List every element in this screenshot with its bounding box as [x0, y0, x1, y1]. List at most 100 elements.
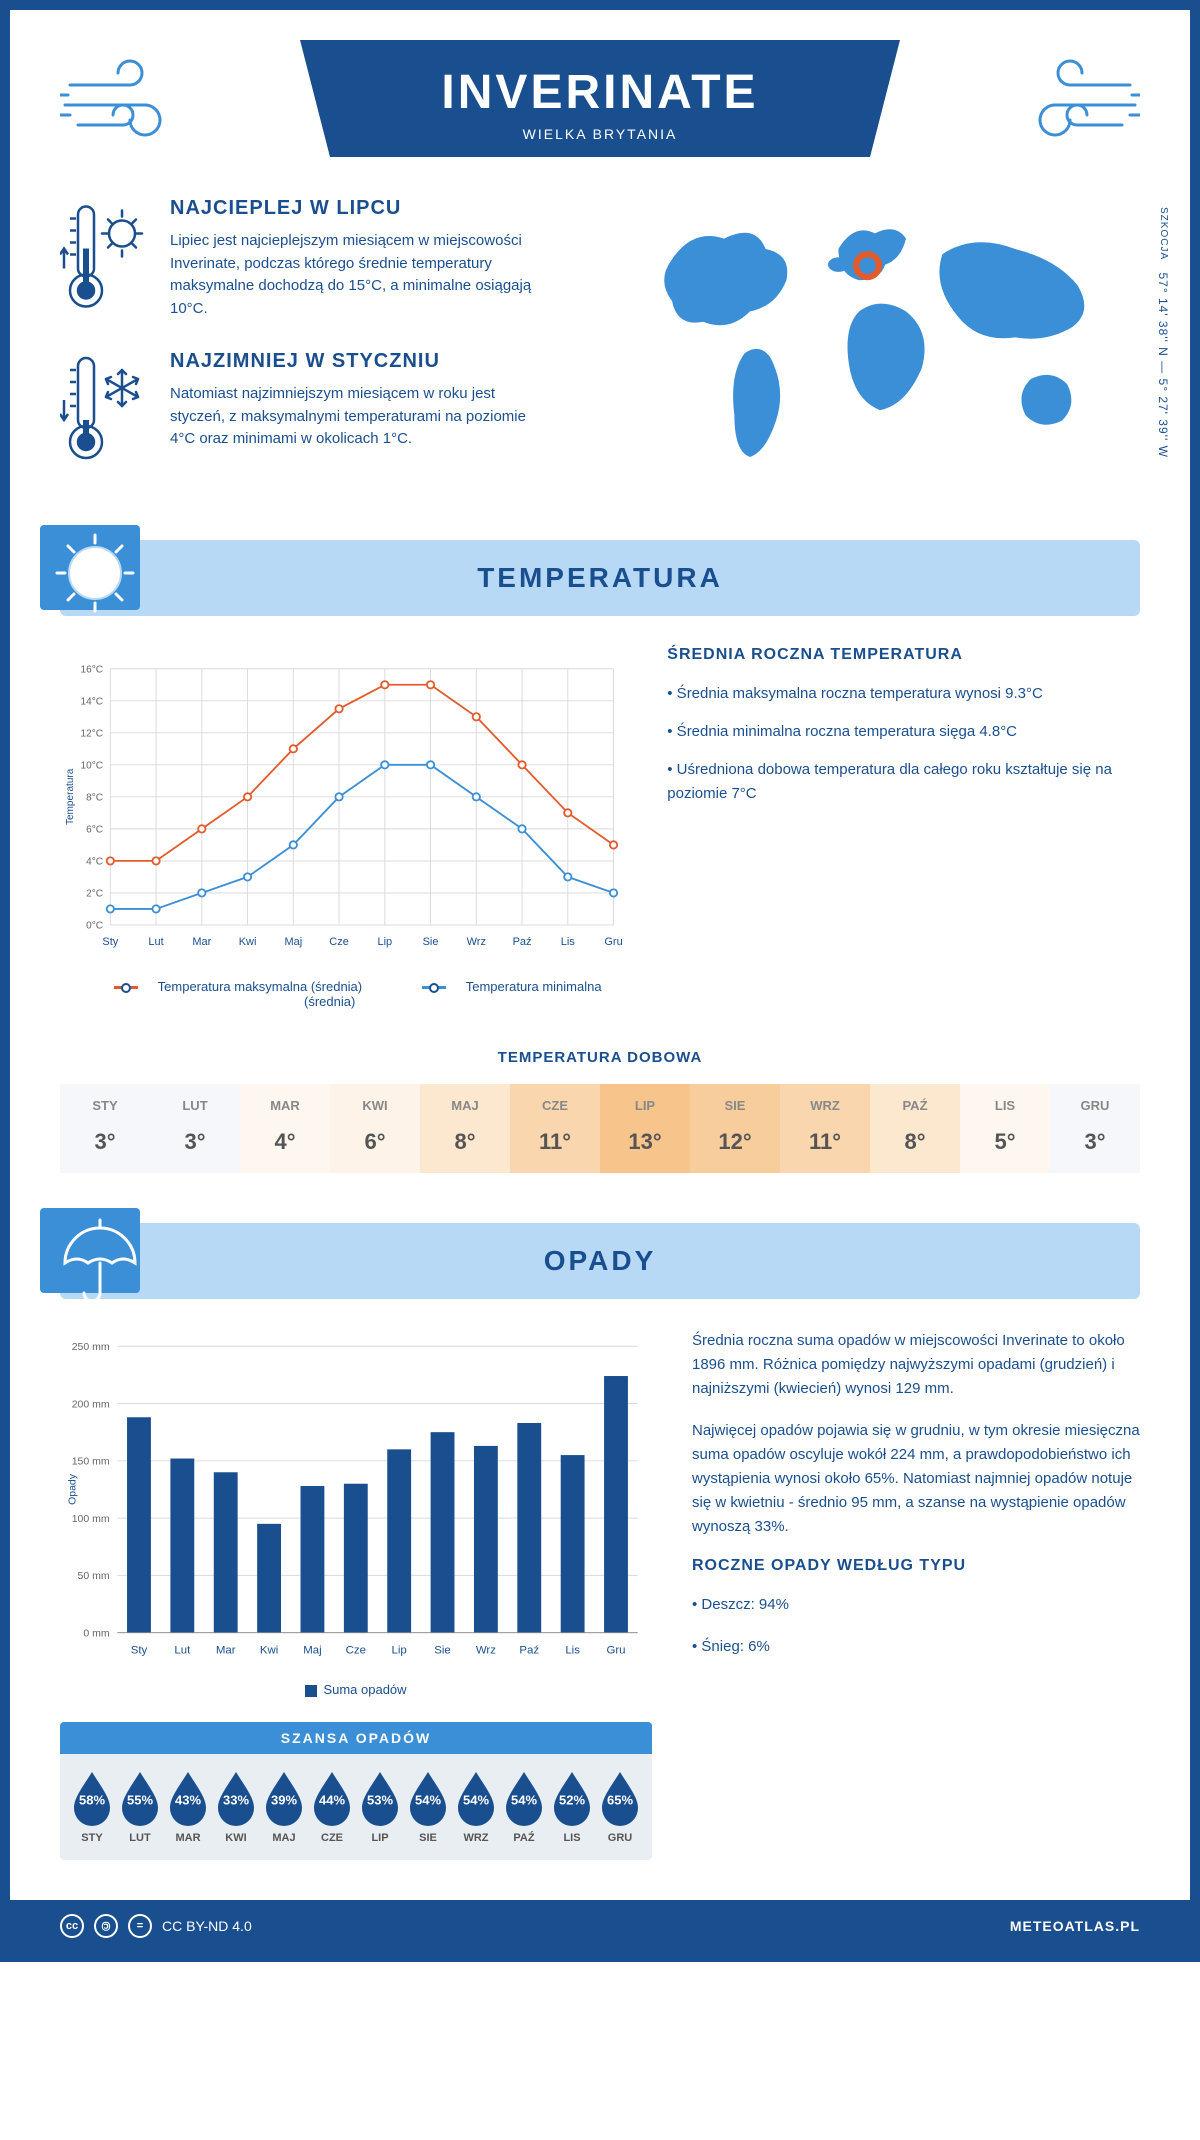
svg-text:0 mm: 0 mm: [83, 1627, 110, 1639]
daily-month: LUT: [150, 1098, 240, 1113]
drop-value: 58%: [79, 1792, 105, 1807]
rain-drop: 53%LIP: [356, 1768, 404, 1844]
drop-month: CZE: [308, 1832, 356, 1844]
svg-text:Sie: Sie: [434, 1645, 451, 1657]
daily-value: 11°: [510, 1129, 600, 1155]
precip-type-item: • Śnieg: 6%: [692, 1635, 1140, 1659]
rain-chance-panel: SZANSA OPADÓW 58%STY55%LUT43%MAR33%KWI39…: [60, 1722, 652, 1860]
rain-drop: 65%GRU: [596, 1768, 644, 1844]
drop-value: 43%: [175, 1792, 201, 1807]
svg-text:14°C: 14°C: [81, 696, 103, 707]
rain-drop: 33% KWI: [212, 1768, 260, 1844]
daily-cell: SIE12°: [690, 1084, 780, 1173]
svg-text:Sie: Sie: [423, 936, 439, 948]
daily-temp-title: TEMPERATURA DOBOWA: [60, 1049, 1140, 1066]
precip-header-label: OPADY: [544, 1245, 657, 1276]
daily-cell: LUT3°: [150, 1084, 240, 1173]
svg-text:Wrz: Wrz: [467, 936, 486, 948]
precip-type-title: ROCZNE OPADY WEDŁUG TYPU: [692, 1557, 1140, 1575]
header-banner: INVERINATE WIELKA BRYTANIA: [300, 40, 900, 157]
svg-text:Sty: Sty: [102, 936, 118, 948]
drop-value: 39%: [271, 1792, 297, 1807]
svg-text:Cze: Cze: [329, 936, 349, 948]
daily-value: 12°: [690, 1129, 780, 1155]
svg-text:Temperatura: Temperatura: [65, 768, 76, 825]
svg-text:Kwi: Kwi: [239, 936, 257, 948]
temp-info-title: ŚREDNIA ROCZNA TEMPERATURA: [667, 646, 1140, 664]
drop-value: 33%: [223, 1792, 249, 1807]
cc-icon: cc: [60, 1914, 84, 1938]
precip-bar-chart: 0 mm50 mm100 mm150 mm200 mm250 mmOpadySt…: [60, 1329, 652, 1669]
drop-month: MAR: [164, 1832, 212, 1844]
rain-drop: 58% STY: [68, 1768, 116, 1844]
page-subtitle: WIELKA BRYTANIA: [420, 126, 780, 142]
svg-text:2°C: 2°C: [86, 889, 103, 900]
daily-value: 8°: [420, 1129, 510, 1155]
daily-temp-table: STY3°LUT3°MAR4°KWI6°MAJ8°CZE11°LIP13°SIE…: [60, 1084, 1140, 1173]
daily-month: LIS: [960, 1098, 1050, 1113]
rain-drop: 44%CZE: [308, 1768, 356, 1844]
page-title: INVERINATE: [420, 65, 780, 120]
license-label: CC BY-ND 4.0: [162, 1918, 252, 1934]
drop-month: LIP: [356, 1832, 404, 1844]
umbrella-icon: [40, 1208, 160, 1328]
daily-cell: MAR4°: [240, 1084, 330, 1173]
drop-month: GRU: [596, 1832, 644, 1844]
by-icon: 🄯: [94, 1914, 118, 1938]
daily-month: MAR: [240, 1098, 330, 1113]
coldest-title: NAJZIMNIEJ W STYCZNIU: [170, 350, 550, 373]
drop-value: 54%: [415, 1792, 441, 1807]
daily-value: 5°: [960, 1129, 1050, 1155]
daily-cell: CZE11°: [510, 1084, 600, 1173]
warmest-text: Lipiec jest najcieplejszym miesiącem w m…: [170, 230, 550, 320]
site-label: METEOATLAS.PL: [1010, 1918, 1140, 1934]
svg-text:Kwi: Kwi: [260, 1645, 278, 1657]
daily-value: 3°: [60, 1129, 150, 1155]
nd-icon: =: [128, 1914, 152, 1938]
svg-text:Mar: Mar: [216, 1645, 236, 1657]
drop-month: KWI: [212, 1832, 260, 1844]
rain-drop: 39%MAJ: [260, 1768, 308, 1844]
svg-text:Lut: Lut: [148, 936, 163, 948]
drop-value: 55%: [127, 1792, 153, 1807]
wind-icon-right: [1000, 50, 1140, 150]
drop-value: 52%: [559, 1792, 585, 1807]
svg-text:Lip: Lip: [377, 936, 392, 948]
svg-text:6°C: 6°C: [86, 825, 103, 836]
svg-text:Opady: Opady: [66, 1473, 78, 1505]
legend-max: Temperatura maksymalna (średnia): [158, 979, 362, 994]
daily-cell: WRZ 11°: [780, 1084, 870, 1173]
drop-month: STY: [68, 1832, 116, 1844]
thermometer-snow-icon: [60, 350, 150, 470]
daily-month: WRZ: [780, 1098, 870, 1113]
svg-text:Wrz: Wrz: [476, 1645, 496, 1657]
daily-value: 6°: [330, 1129, 420, 1155]
temp-info-item: • Średnia minimalna roczna temperatura s…: [667, 720, 1140, 744]
daily-value: 3°: [1050, 1129, 1140, 1155]
svg-text:Gru: Gru: [606, 1645, 625, 1657]
svg-text:Lip: Lip: [392, 1645, 407, 1657]
svg-text:Mar: Mar: [192, 936, 211, 948]
svg-text:8°C: 8°C: [86, 793, 103, 804]
thermometer-sun-icon: [60, 197, 150, 320]
temp-info-item: • Uśredniona dobowa temperatura dla całe…: [667, 758, 1140, 806]
rain-chance-title: SZANSA OPADÓW: [60, 1722, 652, 1754]
coordinates: SZKOCJA 57° 14' 38'' N — 5° 27' 39'' W: [1156, 207, 1170, 458]
svg-text:100 mm: 100 mm: [72, 1513, 110, 1525]
daily-cell: MAJ8°: [420, 1084, 510, 1173]
svg-text:10°C: 10°C: [81, 760, 103, 771]
svg-text:Sty: Sty: [131, 1645, 148, 1657]
drop-month: PAŹ: [500, 1832, 548, 1844]
temp-info-item: • Średnia maksymalna roczna temperatura …: [667, 682, 1140, 706]
line-chart-legend: Temperatura maksymalna (średnia) Tempera…: [60, 979, 627, 1009]
warmest-title: NAJCIEPLEJ W LIPCU: [170, 197, 550, 220]
warmest-block: NAJCIEPLEJ W LIPCU Lipiec jest najcieple…: [60, 197, 580, 320]
coldest-block: NAJZIMNIEJ W STYCZNIU Natomiast najzimni…: [60, 350, 580, 470]
precip-info-para: Średnia roczna suma opadów w miejscowośc…: [692, 1329, 1140, 1401]
header: INVERINATE WIELKA BRYTANIA: [60, 40, 1140, 157]
rain-drop: 52%LIS: [548, 1768, 596, 1844]
daily-value: 11°: [780, 1129, 870, 1155]
svg-text:150 mm: 150 mm: [72, 1456, 110, 1468]
precip-header: OPADY: [60, 1223, 1140, 1299]
daily-cell: GRU3°: [1050, 1084, 1140, 1173]
